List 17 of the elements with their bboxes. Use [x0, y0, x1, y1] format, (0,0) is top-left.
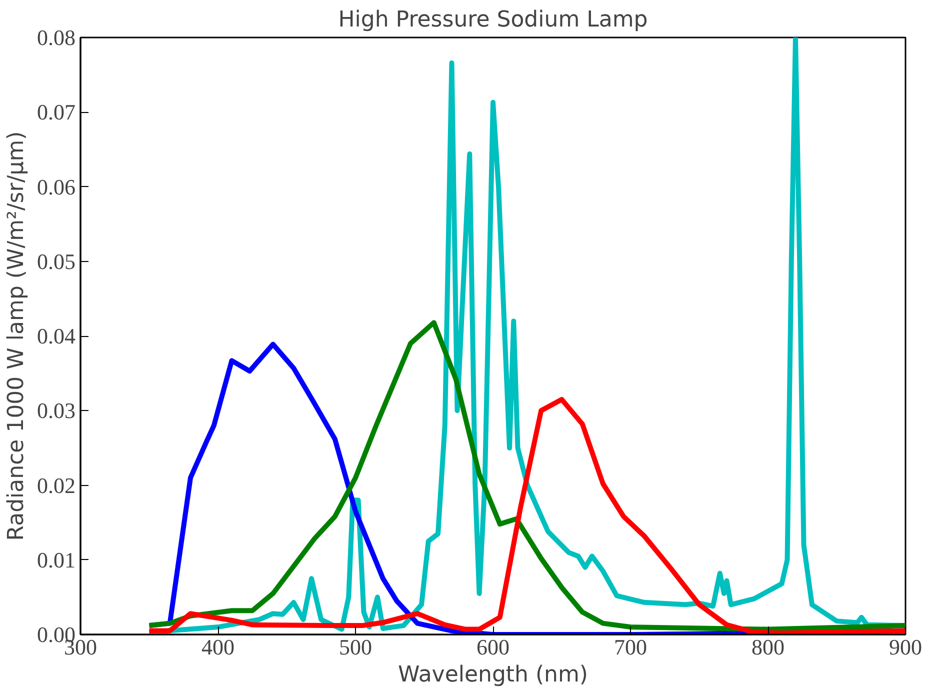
- y-tick-label: 0.06: [37, 174, 76, 200]
- x-tick-label: 900: [889, 634, 922, 660]
- y-axis-title: Radiance 1000 W lamp (W/m²/sr/μm): [4, 131, 29, 541]
- x-tick-label: 500: [339, 634, 372, 660]
- chart-title: High Pressure Sodium Lamp: [338, 8, 648, 32]
- y-tick-label: 0.03: [37, 398, 76, 424]
- y-tick-label: 0.01: [37, 547, 76, 572]
- y-tick-label: 0.02: [37, 472, 76, 498]
- x-tick-label: 400: [202, 634, 234, 660]
- y-tick-label: 0.04: [37, 324, 76, 348]
- y-tick-label: 0.08: [37, 25, 76, 50]
- y-tick-label: 0.07: [37, 100, 76, 125]
- x-tick-label: 600: [476, 634, 510, 660]
- x-tick-label: 700: [614, 634, 647, 660]
- x-axis-title: Wavelength (nm): [398, 662, 588, 688]
- x-tick-label: 800: [752, 634, 784, 660]
- y-tick-label: 0.05: [37, 248, 76, 274]
